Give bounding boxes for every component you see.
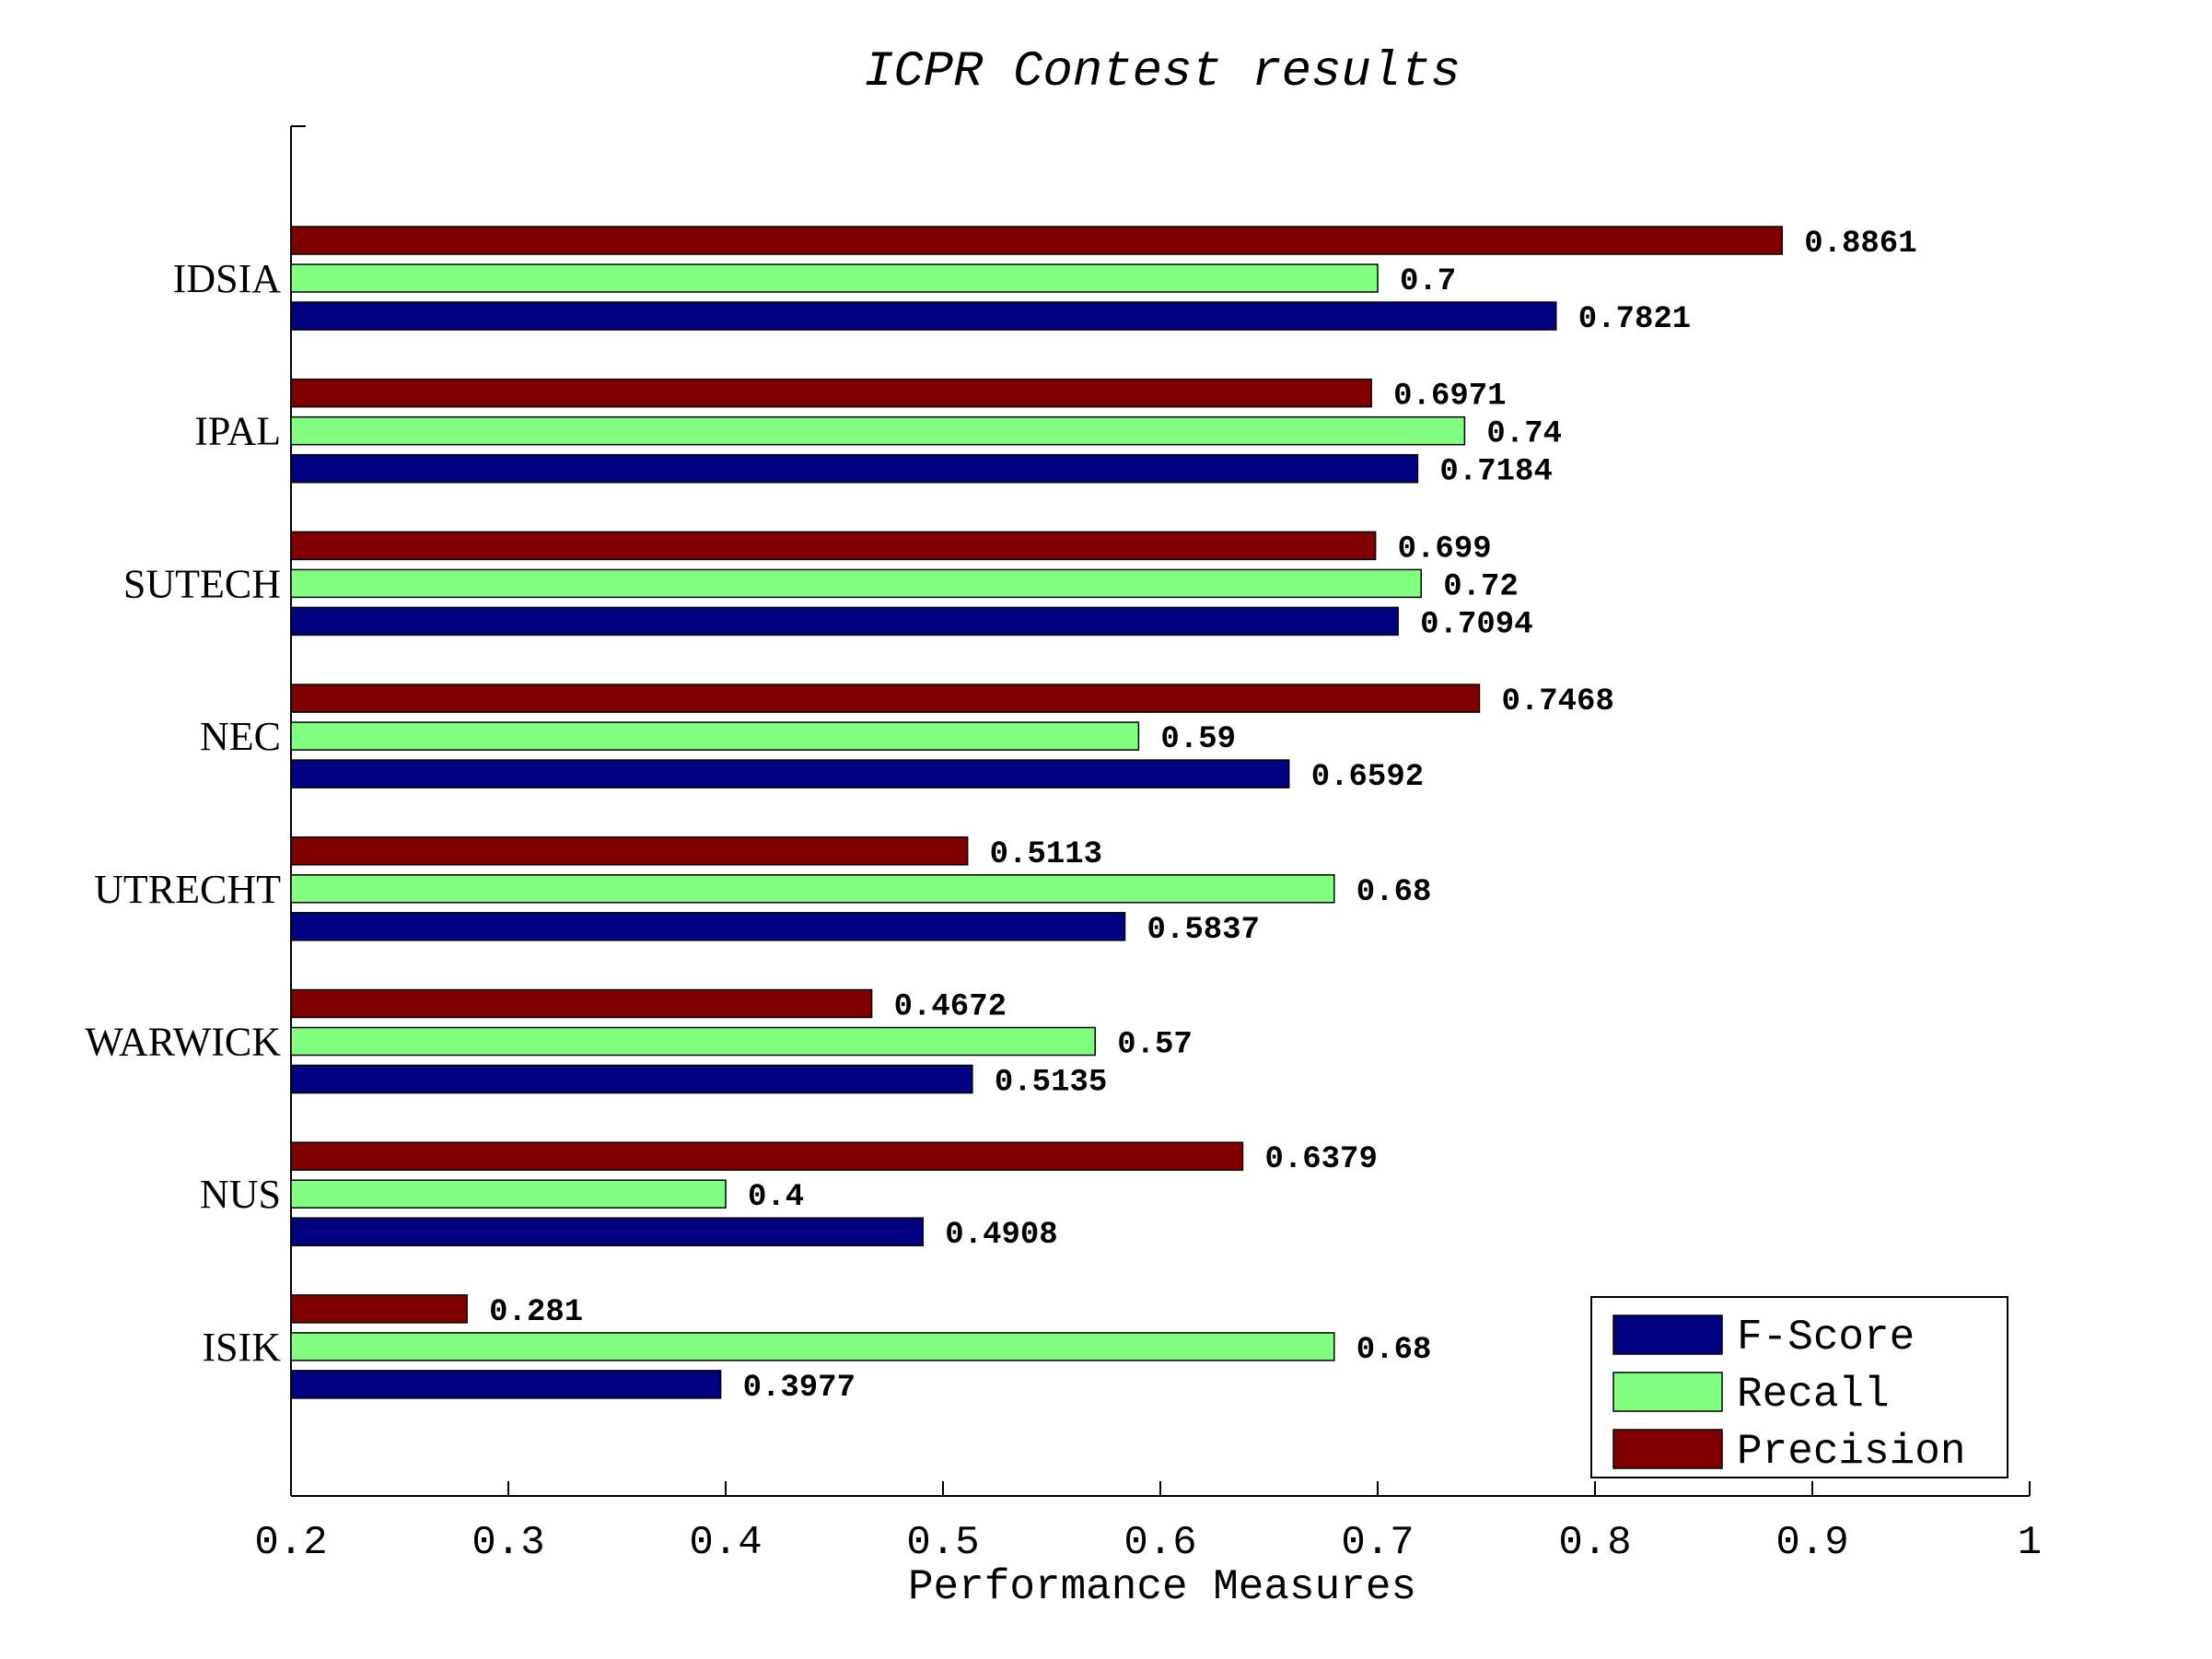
data-label: 0.4908 xyxy=(945,1218,1057,1253)
y-category-label: SUTECH xyxy=(123,561,281,606)
bar-precision xyxy=(290,378,1372,408)
x-tick-label: 0.6 xyxy=(1123,1520,1196,1566)
x-tick-label: 0.9 xyxy=(1775,1520,1848,1566)
bar-recall xyxy=(290,415,1466,446)
data-label: 0.72 xyxy=(1443,569,1519,604)
legend-label: Recall xyxy=(1737,1371,1890,1419)
data-label: 0.4672 xyxy=(894,990,1007,1025)
data-label: 0.5135 xyxy=(995,1066,1107,1101)
bar-recall xyxy=(290,1179,727,1209)
bar-fscore xyxy=(290,301,1557,331)
bar-recall xyxy=(290,874,1335,904)
data-label: 0.281 xyxy=(489,1295,583,1330)
y-category-label: NUS xyxy=(200,1172,281,1217)
data-label: 0.5837 xyxy=(1147,913,1260,948)
bar-precision xyxy=(290,1294,468,1324)
data-label: 0.6971 xyxy=(1393,380,1506,415)
data-label: 0.3977 xyxy=(743,1371,856,1406)
data-label: 0.699 xyxy=(1398,532,1492,567)
legend-label: F-Score xyxy=(1737,1314,1915,1361)
bar-precision xyxy=(290,531,1377,561)
bar-recall xyxy=(290,568,1422,599)
axes: 0.2 0.3 0.4 0.5 0.6 0.7 0.8 0.9 1 IDSIA IPAL SUTECH… xyxy=(85,125,2042,1566)
x-tick-label: 0.4 xyxy=(689,1520,762,1566)
data-label: 0.7 xyxy=(1400,264,1456,299)
bar-recall xyxy=(290,1026,1096,1057)
x-axis-label: Performance Measures xyxy=(908,1563,1416,1611)
legend: F-Score Recall Precision xyxy=(1590,1296,2008,1478)
bar-fscore xyxy=(290,453,1419,484)
data-label: 0.57 xyxy=(1117,1028,1193,1063)
y-category-label: NEC xyxy=(200,714,281,759)
bar-precision xyxy=(290,226,1783,255)
legend-swatch-precision xyxy=(1612,1429,1723,1469)
bar-precision xyxy=(290,683,1481,713)
data-label: 0.7184 xyxy=(1439,455,1552,490)
bars xyxy=(290,226,1783,1399)
y-category-label: WARWICK xyxy=(85,1020,281,1065)
y-category-label: ISIK xyxy=(202,1325,281,1370)
bar-fscore xyxy=(290,1064,973,1094)
data-label: 0.74 xyxy=(1486,417,1562,452)
bar-recall xyxy=(290,1332,1335,1361)
bar-precision xyxy=(290,988,873,1019)
y-category-label: IPAL xyxy=(194,409,281,454)
x-tick-label: 1 xyxy=(2018,1520,2042,1566)
legend-swatch-fscore xyxy=(1612,1314,1723,1355)
bar-fscore xyxy=(290,1370,722,1399)
bar-recall xyxy=(290,263,1379,293)
legend-label: Precision xyxy=(1737,1428,1965,1476)
x-tick-label: 0.7 xyxy=(1341,1520,1414,1566)
data-label: 0.5113 xyxy=(990,837,1102,872)
bar-recall xyxy=(290,721,1140,751)
x-tick-label: 0.3 xyxy=(472,1520,544,1566)
data-label: 0.6379 xyxy=(1264,1142,1377,1177)
x-tick-label: 0.5 xyxy=(906,1520,979,1566)
bar-precision xyxy=(290,1141,1244,1171)
data-label: 0.8861 xyxy=(1804,227,1916,262)
data-label: 0.7821 xyxy=(1578,302,1691,337)
data-label: 0.7094 xyxy=(1420,607,1532,642)
y-category-label: IDSIA xyxy=(173,256,282,301)
bar-fscore xyxy=(290,912,1126,941)
data-label: 0.68 xyxy=(1356,1333,1432,1368)
bar-fscore xyxy=(290,759,1290,789)
data-label: 0.68 xyxy=(1356,875,1432,910)
chart-title: ICPR Contest results xyxy=(864,44,1461,100)
bar-fscore xyxy=(290,606,1399,637)
x-tick-label: 0.2 xyxy=(254,1520,327,1566)
y-category-label: UTRECHT xyxy=(94,867,281,912)
bar-precision xyxy=(290,836,969,866)
legend-swatch-recall xyxy=(1612,1372,1723,1412)
data-label: 0.4 xyxy=(748,1180,804,1215)
x-tick-label: 0.8 xyxy=(1558,1520,1631,1566)
data-label: 0.6592 xyxy=(1311,760,1424,795)
data-label: 0.59 xyxy=(1160,722,1236,757)
data-label: 0.7468 xyxy=(1501,684,1613,719)
bar-fscore xyxy=(290,1217,925,1246)
